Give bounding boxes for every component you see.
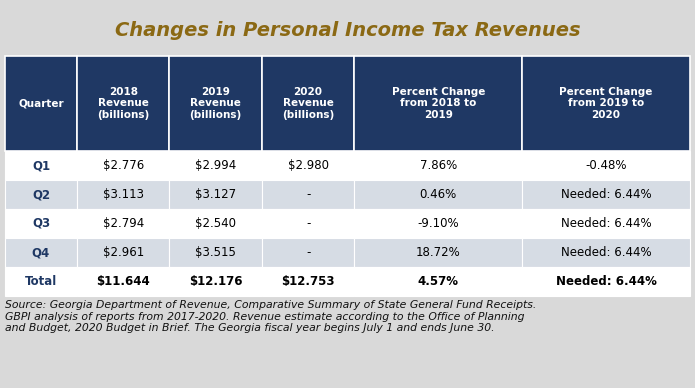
Text: Needed: 6.44%: Needed: 6.44% [561, 188, 651, 201]
Text: Q1: Q1 [32, 159, 50, 172]
Text: $11.644: $11.644 [97, 275, 150, 288]
Text: Total: Total [25, 275, 57, 288]
Bar [522, 267, 690, 296]
Text: 7.86%: 7.86% [420, 159, 457, 172]
Bar [262, 180, 354, 209]
Bar [354, 238, 522, 267]
Text: Changes in Personal Income Tax Revenues: Changes in Personal Income Tax Revenues [115, 21, 580, 40]
Bar [5, 267, 77, 296]
Text: Source: Georgia Department of Revenue, Comparative Summary of State General Fund: Source: Georgia Department of Revenue, C… [5, 300, 537, 333]
Bar [262, 151, 354, 180]
Bar [354, 209, 522, 238]
Bar [170, 56, 262, 151]
Bar [354, 267, 522, 296]
Bar [5, 209, 77, 238]
Bar [77, 56, 170, 151]
Bar [170, 151, 262, 180]
Text: 0.46%: 0.46% [420, 188, 457, 201]
Text: $3.515: $3.515 [195, 246, 236, 259]
Bar [262, 209, 354, 238]
Text: 2018
Revenue
(billions): 2018 Revenue (billions) [97, 87, 149, 120]
Text: -: - [306, 188, 310, 201]
Bar [522, 238, 690, 267]
Text: Needed: 6.44%: Needed: 6.44% [555, 275, 657, 288]
Bar [77, 238, 170, 267]
Bar [522, 180, 690, 209]
Text: Quarter: Quarter [18, 99, 64, 109]
Text: Q2: Q2 [32, 188, 50, 201]
Text: -0.48%: -0.48% [585, 159, 627, 172]
Text: 4.57%: 4.57% [418, 275, 459, 288]
Bar [354, 180, 522, 209]
Text: $12.176: $12.176 [189, 275, 243, 288]
Bar [77, 209, 170, 238]
Text: 2019
Revenue
(billions): 2019 Revenue (billions) [190, 87, 242, 120]
Bar [5, 180, 77, 209]
Text: -9.10%: -9.10% [418, 217, 459, 230]
Bar [5, 56, 77, 151]
Text: Needed: 6.44%: Needed: 6.44% [561, 217, 651, 230]
Bar [170, 267, 262, 296]
Text: Percent Change
from 2019 to
2020: Percent Change from 2019 to 2020 [559, 87, 653, 120]
Bar [5, 4, 690, 56]
Bar [262, 56, 354, 151]
Bar [522, 209, 690, 238]
Text: Q3: Q3 [32, 217, 50, 230]
Bar [170, 180, 262, 209]
Bar [77, 180, 170, 209]
Bar [262, 267, 354, 296]
Bar [262, 238, 354, 267]
Text: -: - [306, 246, 310, 259]
Text: $3.127: $3.127 [195, 188, 236, 201]
Bar [522, 151, 690, 180]
Bar [522, 56, 690, 151]
Text: 18.72%: 18.72% [416, 246, 461, 259]
Text: $2.540: $2.540 [195, 217, 236, 230]
Text: $12.753: $12.753 [281, 275, 335, 288]
Bar [77, 267, 170, 296]
Bar [5, 151, 77, 180]
Text: -: - [306, 217, 310, 230]
Text: $3.113: $3.113 [103, 188, 144, 201]
Bar [354, 56, 522, 151]
Text: $2.980: $2.980 [288, 159, 329, 172]
Bar [354, 151, 522, 180]
Text: 2020
Revenue
(billions): 2020 Revenue (billions) [282, 87, 334, 120]
Text: Q4: Q4 [32, 246, 50, 259]
Bar [77, 151, 170, 180]
Text: Percent Change
from 2018 to
2019: Percent Change from 2018 to 2019 [391, 87, 485, 120]
Text: $2.794: $2.794 [103, 217, 144, 230]
Bar [170, 209, 262, 238]
Text: $2.961: $2.961 [103, 246, 144, 259]
Text: $2.776: $2.776 [103, 159, 144, 172]
Text: Needed: 6.44%: Needed: 6.44% [561, 246, 651, 259]
Bar [170, 238, 262, 267]
Text: $2.994: $2.994 [195, 159, 236, 172]
Bar [5, 238, 77, 267]
